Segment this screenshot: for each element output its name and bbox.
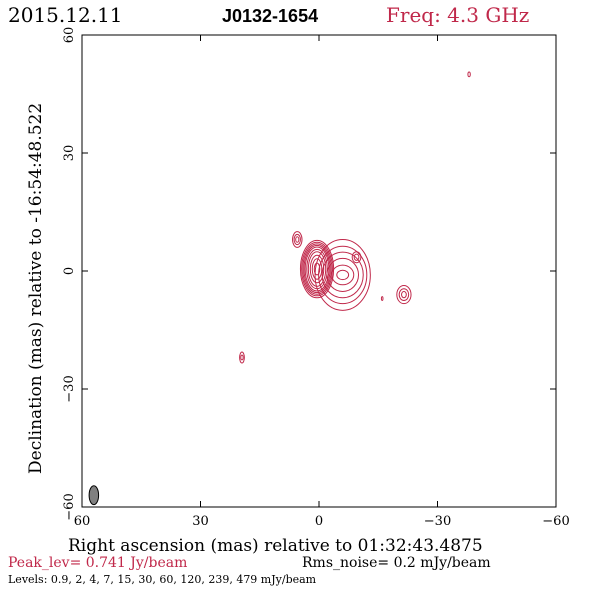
- contour-knot-east: [295, 236, 300, 243]
- contour-spot-mid: [380, 296, 384, 301]
- y-tick-label: −60: [62, 493, 77, 520]
- y-tick-label: 30: [62, 145, 77, 162]
- contour-knot-ne: [351, 251, 362, 264]
- contour-jet: [336, 269, 350, 281]
- contour-core: [301, 241, 333, 297]
- contour-knot-ne: [353, 253, 360, 261]
- contour-knot-east: [293, 233, 301, 246]
- rms-noise: Rms_noise= 0.2 mJy/beam: [302, 555, 491, 571]
- contour-spot-south: [239, 351, 245, 364]
- x-tick-labels: 60 30 0 −30 −60: [74, 514, 570, 529]
- beam-ellipse: [88, 485, 100, 506]
- x-tick-label: −30: [424, 514, 451, 529]
- beam-shape: [88, 485, 100, 506]
- y-tick-label: −30: [62, 375, 77, 402]
- y-tick-label: 60: [62, 27, 77, 44]
- contour-core: [302, 243, 332, 295]
- contour-knot-east: [292, 231, 303, 248]
- x-axis-label: Right ascension (mas) relative to 01:32:…: [68, 536, 483, 556]
- contour-core: [307, 251, 327, 287]
- contour-jet: [326, 257, 360, 292]
- contour-layer: [239, 71, 471, 364]
- contour-core: [309, 254, 325, 284]
- contour-knot-sw: [396, 285, 412, 305]
- contour-spot-south: [240, 354, 244, 361]
- tick-marks: [81, 34, 557, 508]
- x-tick-label: −60: [542, 514, 569, 529]
- y-axis-label: Declination (mas) relative to -16:54:48.…: [26, 103, 46, 474]
- contour-jet: [318, 245, 368, 305]
- contour-jet: [321, 251, 364, 299]
- contour-jet: [331, 264, 355, 286]
- x-tick-label: 60: [74, 514, 91, 529]
- y-tick-labels: −60 −30 0 30 60: [62, 27, 77, 521]
- contour-knot-sw: [401, 290, 407, 299]
- contour-levels: Levels: 0.9, 2, 4, 7, 15, 30, 60, 120, 2…: [8, 573, 317, 586]
- frequency: Freq: 4.3 GHz: [386, 3, 529, 27]
- contour-core: [311, 258, 323, 280]
- contour-core: [304, 246, 330, 292]
- contour-knot-sw: [398, 288, 410, 302]
- y-tick-label: 0: [62, 267, 77, 275]
- contour-jet: [314, 239, 371, 311]
- x-tick-label: 30: [192, 514, 209, 529]
- contour-core: [303, 244, 331, 294]
- contour-spot-top: [467, 71, 471, 78]
- peak-level: Peak_lev= 0.741 Jy/beam: [8, 555, 187, 571]
- epoch-date: 2015.12.11: [8, 3, 123, 27]
- source-name: J0132-1654: [222, 6, 318, 26]
- x-tick-label: 0: [315, 514, 323, 529]
